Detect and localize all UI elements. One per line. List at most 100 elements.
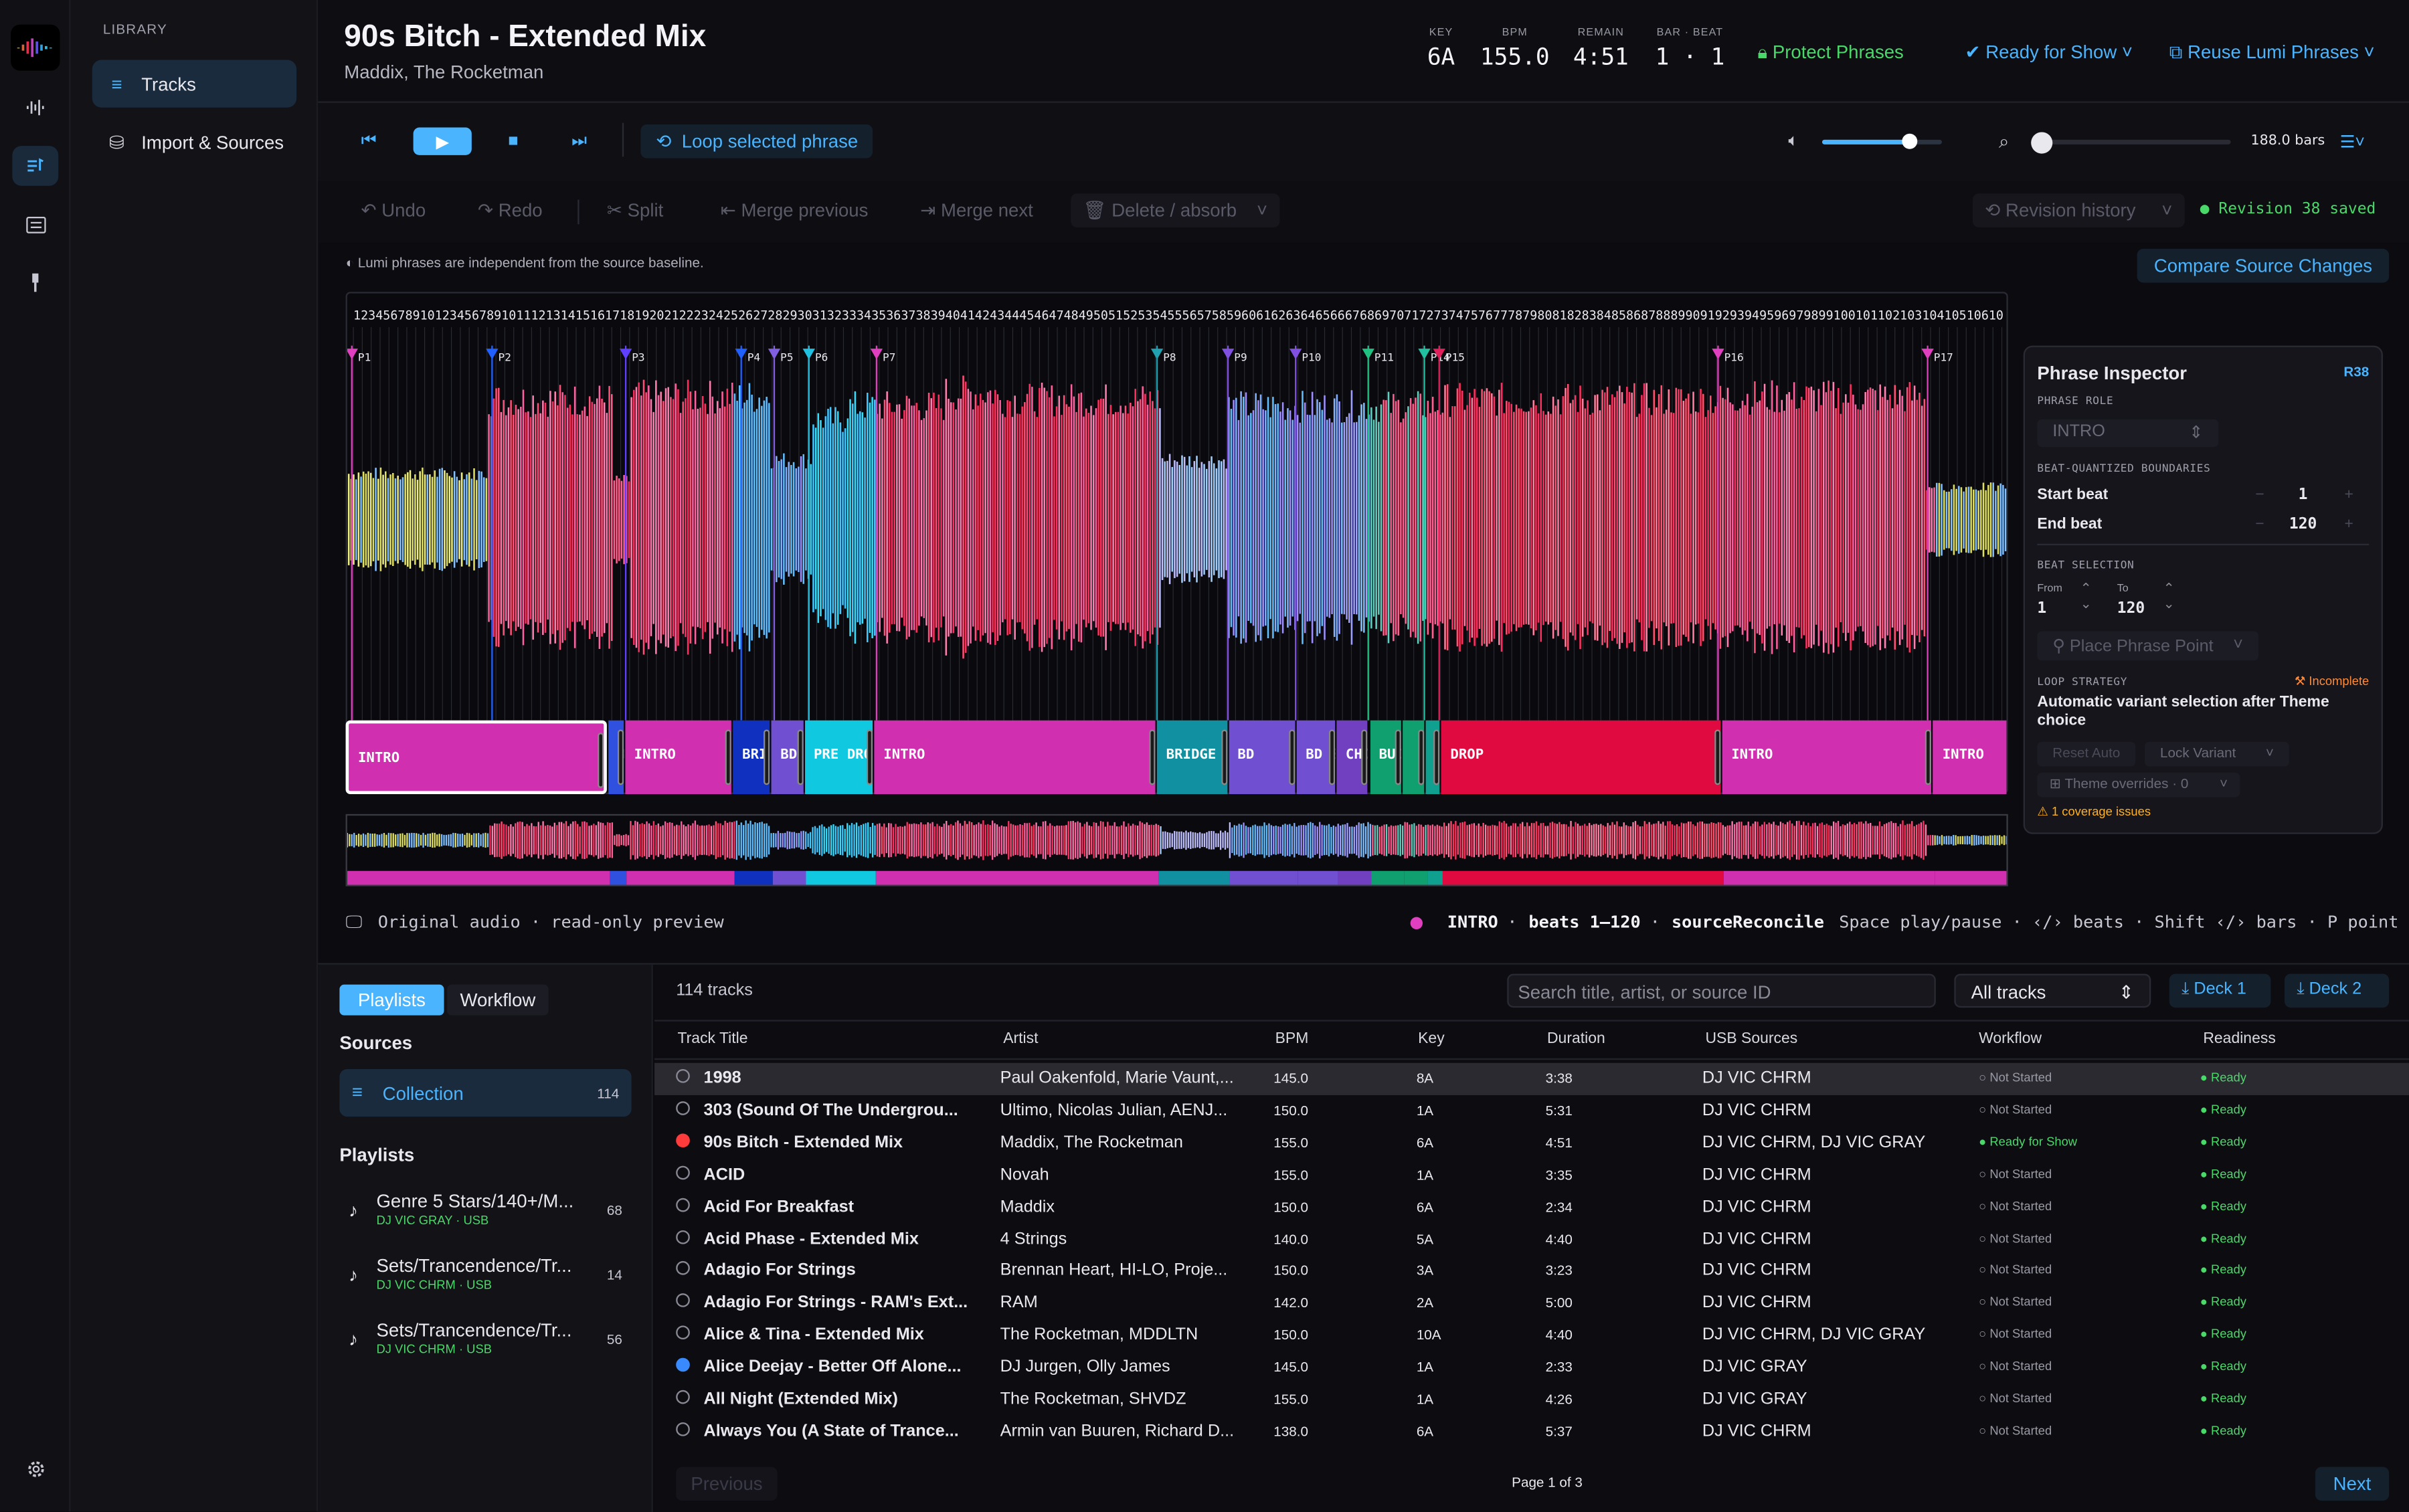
playlist-item[interactable]: ♪ Genre 5 Stars/140+/M... DJ VIC GRAY · …	[339, 1184, 631, 1236]
segment-handle[interactable]	[1221, 730, 1227, 785]
search-input[interactable]: Search title, artist, or source ID	[1507, 974, 1936, 1008]
to-stepper[interactable]: ⌃ ⌄	[2163, 581, 2175, 611]
table-row[interactable]: 1998 Paul Oakenfold, Marie Vaunt,... 145.0…	[654, 1063, 2409, 1095]
library-item-tracks[interactable]: ≡ Tracks	[92, 60, 296, 108]
end-beat-value[interactable]: 120	[2289, 516, 2317, 533]
overview-waveform[interactable]	[346, 814, 2008, 886]
table-row[interactable]: 303 (Sound Of The Undergrou... Ultimo, Ni…	[654, 1095, 2409, 1127]
revision-history-dropdown[interactable]: ⟲ Revision history ˅	[1973, 193, 2185, 227]
role-select[interactable]: INTRO ⇕	[2037, 419, 2218, 447]
phrase-segment[interactable]: CHOR	[1336, 721, 1368, 794]
delete-absorb-button[interactable]: 🗑︎ Delete / absorb ˅	[1071, 193, 1279, 227]
merge-previous-button[interactable]: ⇤ Merge previous	[721, 193, 869, 227]
segment-handle[interactable]	[1714, 730, 1720, 785]
waveform-icon[interactable]	[12, 88, 58, 128]
status-dot[interactable]	[676, 1069, 690, 1083]
settings-icon[interactable]	[12, 1448, 58, 1489]
reset-auto-button[interactable]: Reset Auto	[2037, 742, 2135, 767]
segment-handle[interactable]	[1433, 730, 1439, 785]
phrase-segment[interactable]: B	[608, 721, 624, 794]
merge-next-button[interactable]: ⇥ Merge next	[920, 193, 1033, 227]
protect-phrases-toggle[interactable]: 🔒︎ Protect Phrases	[1758, 41, 1904, 64]
segment-handle[interactable]	[598, 733, 604, 788]
place-phrase-point-button[interactable]: ⚲ Place Phrase Point ˅	[2037, 632, 2258, 661]
compare-source-button[interactable]: Compare Source Changes	[2137, 249, 2390, 283]
status-dot[interactable]	[676, 1198, 690, 1212]
table-row[interactable]: Acid Phase - Extended Mix 4 Strings 140.0 5…	[654, 1224, 2409, 1256]
status-dot[interactable]	[676, 1358, 690, 1372]
playlist-item[interactable]: ♪ Sets/Trancendence/Tr... DJ VIC CHRM · …	[339, 1313, 631, 1365]
phrase-segment[interactable]: BD STAB	[1296, 721, 1334, 794]
status-dot[interactable]	[676, 1390, 690, 1404]
table-row[interactable]: Acid For Breakfast Maddix 150.0 6A 2:34 DJ VI…	[654, 1192, 2409, 1224]
status-dot[interactable]	[676, 1294, 690, 1308]
phrase-segment[interactable]: DROP	[1441, 721, 1720, 794]
app-logo[interactable]	[11, 25, 60, 71]
volume-slider[interactable]	[1822, 140, 1942, 145]
start-decrement[interactable]: −	[2255, 487, 2264, 504]
library-item-import[interactable]: ⛁ Import & Sources	[92, 118, 296, 166]
status-dot[interactable]	[676, 1326, 690, 1340]
status-dot[interactable]	[676, 1133, 690, 1147]
segment-handle[interactable]	[1925, 730, 1931, 785]
play-button[interactable]: ▶	[414, 128, 472, 155]
next-button[interactable]: Next	[2315, 1467, 2389, 1501]
segment-handle[interactable]	[1289, 730, 1295, 785]
segment-handle[interactable]	[725, 730, 731, 785]
table-row[interactable]: ACID Novah 155.0 1A 3:35 DJ VIC CHRM ○ Not Sta…	[654, 1159, 2409, 1192]
status-dot[interactable]	[676, 1422, 690, 1436]
table-row[interactable]: All Night (Extended Mix) The Rocketman, S…	[654, 1384, 2409, 1416]
split-button[interactable]: ✂ Split	[607, 193, 663, 227]
segment-handle[interactable]	[867, 730, 873, 785]
usb-icon[interactable]	[12, 263, 58, 303]
from-value[interactable]: 1	[2037, 601, 2046, 618]
table-row[interactable]: Adagio For Strings - RAM's Ext... RAM 142.…	[654, 1288, 2409, 1320]
loop-phrase-button[interactable]: ⟲ Loop selected phrase	[640, 124, 873, 159]
redo-button[interactable]: ↷ Redo	[478, 193, 543, 227]
from-stepper[interactable]: ⌃ ⌄	[2080, 581, 2092, 611]
phrase-segment[interactable]: INTRO	[1722, 721, 1931, 794]
reuse-phrases-dropdown[interactable]: ⧉ Reuse Lumi Phrases ˅	[2169, 41, 2375, 64]
status-dot[interactable]	[676, 1262, 690, 1276]
column-header[interactable]: Track Title	[677, 1031, 747, 1048]
segment-handle[interactable]	[1149, 730, 1155, 785]
view-options-icon[interactable]: ☰˅	[2340, 132, 2365, 152]
column-header[interactable]: USB Sources	[1705, 1031, 1797, 1048]
table-row[interactable]: Alice Deejay - Better Off Alone... DJ Jur…	[654, 1352, 2409, 1384]
table-row[interactable]: Always You (A State of Trance... Armin va…	[654, 1416, 2409, 1448]
tab-workflow[interactable]: Workflow	[447, 985, 549, 1016]
tracks-icon[interactable]	[12, 146, 58, 186]
playlist-item[interactable]: ♪ Sets/Trancendence/Tr... DJ VIC CHRM · …	[339, 1249, 631, 1301]
phrase-segment[interactable]: BD	[772, 721, 803, 794]
segment-handle[interactable]	[617, 730, 623, 785]
previous-button[interactable]: Previous	[676, 1467, 778, 1501]
table-row[interactable]: 90s Bitch - Extended Mix Maddix, The Rock…	[654, 1127, 2409, 1159]
end-increment[interactable]: +	[2345, 516, 2353, 533]
start-increment[interactable]: +	[2345, 487, 2353, 504]
start-beat-value[interactable]: 1	[2299, 487, 2308, 504]
column-header[interactable]: Key	[1418, 1031, 1445, 1048]
segment-handle[interactable]	[1329, 730, 1335, 785]
table-row[interactable]: Alice & Tina - Extended Mix The Rocketman…	[654, 1320, 2409, 1352]
column-header[interactable]: Artist	[1003, 1031, 1038, 1048]
to-value[interactable]: 120	[2117, 601, 2145, 618]
segment-handle[interactable]	[1419, 730, 1425, 785]
phrase-segment[interactable]: BRIDGE	[1157, 721, 1227, 794]
segment-handle[interactable]	[797, 730, 803, 785]
column-header[interactable]: Duration	[1547, 1031, 1605, 1048]
phrase-segment[interactable]: INTRO	[346, 721, 607, 794]
segment-handle[interactable]	[1395, 730, 1401, 785]
skip-back-button[interactable]: ⏮	[339, 128, 397, 155]
phrase-segment[interactable]: INTRO	[625, 721, 731, 794]
phrase-segment[interactable]: BUI	[1370, 721, 1401, 794]
deck1-button[interactable]: ⤓ Deck 1	[2169, 974, 2271, 1008]
deck2-button[interactable]: ⤓ Deck 2	[2285, 974, 2389, 1008]
filter-select[interactable]: All tracks ⇕	[1954, 974, 2151, 1008]
column-header[interactable]: Readiness	[2203, 1031, 2276, 1048]
undo-button[interactable]: ↶ Undo	[361, 193, 426, 227]
status-dot[interactable]	[676, 1230, 690, 1244]
tab-playlists[interactable]: Playlists	[339, 985, 444, 1016]
phrase-segment[interactable]: INTRO	[875, 721, 1156, 794]
end-decrement[interactable]: −	[2255, 516, 2264, 533]
phrase-segment[interactable]	[1426, 721, 1439, 794]
